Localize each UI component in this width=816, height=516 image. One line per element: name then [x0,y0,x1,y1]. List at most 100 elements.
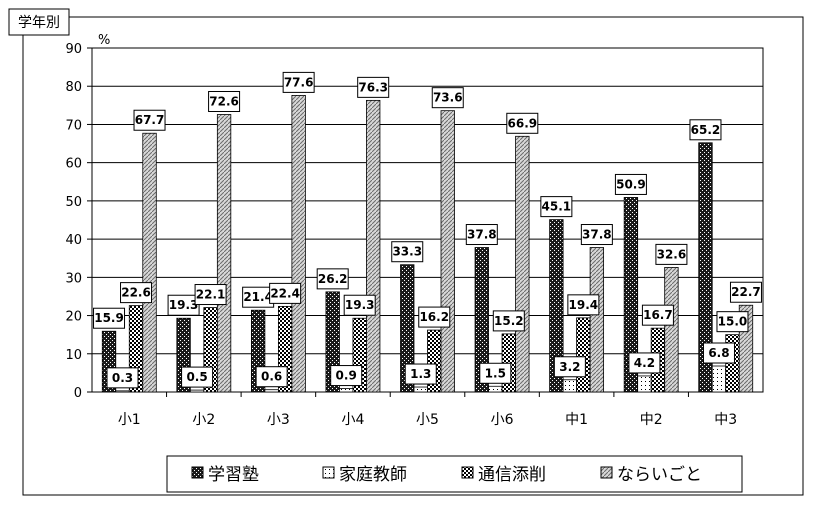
data-label: 15.2 [494,314,524,328]
data-label-box [553,356,586,378]
data-label-box [465,224,498,246]
bar [664,266,679,393]
data-labels: 15.9 0.3 22.6 67.7 19.3 0.5 22.1 72.6 21.4 0.6 22.… [93,71,762,389]
data-label-box [729,281,762,303]
data-label: 19.3 [169,298,199,312]
data-label-box [580,224,613,246]
y-tick-label: 30 [65,271,82,286]
data-label: 66.9 [508,116,538,130]
data-label: 72.6 [209,95,239,109]
legend-box [166,455,743,493]
data-label-box [540,196,573,218]
y-tick-label: 0 [74,386,82,401]
bar [366,99,381,393]
data-label-box [431,87,464,109]
data-label: 22.6 [121,286,151,300]
x-tick-label: 小2 [192,412,215,428]
data-label: 15.0 [718,315,748,329]
data-label-box [492,310,525,332]
data-label: 65.2 [691,123,721,137]
legend-swatch [600,466,613,479]
bar [623,197,639,393]
gridlines [91,47,764,393]
data-label: 21.4 [243,290,273,304]
x-tick-label: 小1 [118,412,141,428]
x-tick-label: 小5 [416,412,439,428]
bar [515,135,530,393]
data-label-box [269,282,302,304]
bar [264,389,279,393]
data-label-box [689,119,722,141]
y-axis-unit: % [98,33,110,48]
data-label-box [316,268,349,290]
data-label: 33.3 [392,245,422,259]
y-tick-label: 20 [65,310,82,325]
bar [115,390,130,393]
bar [576,317,591,393]
bar [474,247,489,393]
data-label: 0.5 [186,370,207,384]
data-label-box [641,304,674,326]
data-label: 1.3 [410,367,431,381]
data-label-box [614,173,647,195]
x-axis: 小1 小2 小3 小4 小5 小6 中1 中2 中3 [118,392,737,428]
y-tick-label: 80 [65,80,82,95]
data-label-box [181,366,214,388]
bar [142,132,157,393]
legend-swatch [461,466,474,479]
legend-swatch [322,466,335,479]
data-label-box [716,311,749,333]
data-label-box [404,363,437,385]
data-label-box [479,362,512,384]
bar [637,375,652,393]
bar [711,365,727,393]
data-label-box [391,241,424,263]
legend-label: 通信添削 [478,465,546,485]
data-label-box [628,352,661,374]
data-label: 19.3 [345,298,375,312]
y-tick-label: 40 [65,233,82,248]
legend-label: 学習塾 [208,464,259,485]
data-label: 22.1 [196,288,226,302]
x-tick-label: 小6 [491,412,514,428]
bar [698,142,713,393]
data-label-box [167,294,200,316]
legend-label: 家庭教師 [339,465,407,485]
data-label: 37.8 [582,228,612,242]
data-label-box [133,109,166,131]
y-tick-label: 90 [65,42,82,57]
data-label: 0.3 [112,371,133,385]
data-label-box [702,342,735,364]
data-label: 15.9 [94,311,124,325]
y-tick-label: 60 [65,157,82,172]
x-tick-label: 中3 [714,412,737,428]
data-label-box [343,294,376,316]
x-tick-label: 小4 [341,412,364,428]
bar [413,386,428,393]
data-label: 76.3 [358,80,388,94]
data-label: 3.2 [559,360,580,374]
data-label: 0.6 [261,370,282,384]
data-label: 19.4 [569,298,599,312]
data-label-box [655,243,688,265]
data-label-box [208,91,241,113]
data-label-box [357,76,390,98]
legend-label: ならいごと [617,465,702,485]
chart-frame [22,16,804,496]
chart-title: 学年別 [18,15,60,31]
x-tick-label: 小3 [267,412,290,428]
x-tick-label: 中2 [640,412,663,428]
bar [189,389,205,393]
y-axis: 0 10 20 30 40 50 60 70 80 90 [65,42,92,401]
data-label: 1.5 [485,366,506,380]
data-label: 50.9 [616,177,646,191]
y-tick-label: 10 [65,348,82,363]
bar [291,94,306,393]
bar [339,388,354,393]
data-label: 26.2 [318,272,348,286]
bar [589,247,605,393]
x-tick-label: 中1 [565,412,588,428]
data-label: 67.7 [135,113,165,127]
